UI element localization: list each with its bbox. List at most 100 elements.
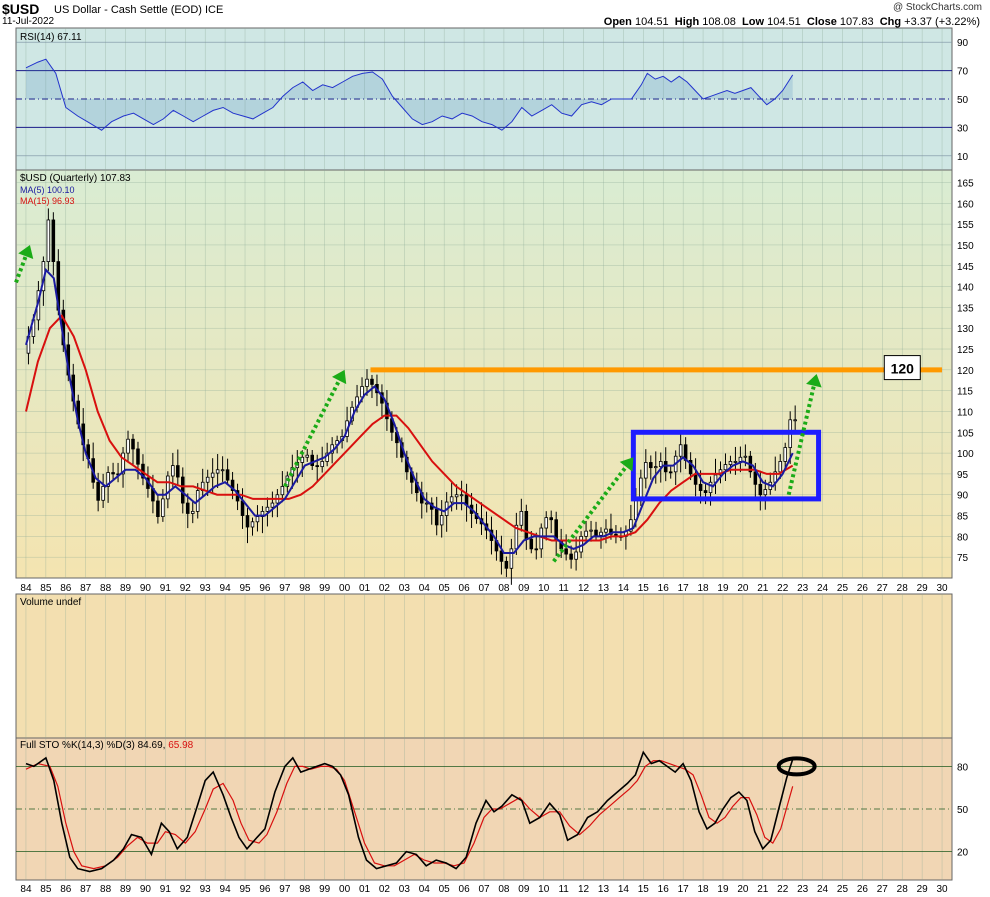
x-tick-label: 85 — [40, 884, 52, 895]
x-tick-label: 89 — [120, 583, 132, 594]
candle-body — [126, 438, 130, 454]
price-tick-label: 85 — [957, 512, 969, 523]
x-tick-label: 14 — [618, 884, 630, 895]
sto-d-value: 65.98 — [168, 740, 193, 751]
x-tick-label: 10 — [538, 583, 550, 594]
candle-body — [280, 486, 285, 496]
candle-body — [320, 461, 324, 468]
x-tick-label: 98 — [299, 884, 311, 895]
trend-arrowhead — [806, 374, 822, 388]
volume-legend: Volume undef — [20, 597, 81, 608]
candle-body — [783, 447, 787, 462]
candle-body — [658, 461, 663, 468]
candle-body — [579, 535, 583, 553]
candle-body — [738, 456, 743, 462]
x-tick-label: 96 — [259, 884, 271, 895]
x-tick-label: 24 — [817, 583, 829, 594]
x-tick-label: 93 — [200, 884, 212, 895]
price-tick-label: 95 — [957, 470, 969, 481]
x-tick-label: 15 — [638, 884, 650, 895]
high-label: High — [674, 16, 700, 28]
x-tick-label: 00 — [339, 884, 351, 895]
x-tick-label: 09 — [518, 884, 530, 895]
candle-body — [161, 498, 165, 517]
x-tick-label: 96 — [259, 583, 271, 594]
x-tick-label: 95 — [239, 884, 251, 895]
candle-body — [136, 448, 140, 465]
x-tick-label: 07 — [478, 884, 490, 895]
x-tick-label: 94 — [220, 884, 232, 895]
sto-k-line — [25, 750, 794, 873]
watermark: @ StockCharts.com — [892, 2, 982, 13]
candle-body — [509, 548, 514, 569]
x-tick-label: 19 — [717, 583, 729, 594]
price-tick-label: 125 — [957, 345, 974, 356]
x-tick-label: 20 — [737, 884, 749, 895]
symbol-description: US Dollar - Cash Settle (EOD) ICE — [54, 4, 224, 16]
x-tick-label: 94 — [220, 583, 232, 594]
x-tick-label: 09 — [518, 583, 530, 594]
candle-body — [519, 510, 524, 526]
close-label: Close — [806, 16, 837, 28]
trend-arrowhead — [619, 457, 634, 472]
candle-body — [131, 438, 135, 450]
candle-body — [439, 515, 444, 526]
candle-body — [753, 471, 758, 485]
low-value: 104.51 — [767, 16, 801, 28]
sto-tick-label: 50 — [957, 805, 969, 816]
candle-body — [166, 475, 170, 500]
sto-tick-label: 80 — [957, 762, 969, 773]
candle-body — [604, 528, 608, 533]
x-tick-label: 01 — [359, 583, 371, 594]
candle-body — [370, 378, 374, 385]
x-tick-label: 92 — [180, 884, 192, 895]
candle-body — [549, 517, 553, 521]
x-tick-label: 88 — [100, 583, 112, 594]
x-tick-label: 00 — [339, 583, 351, 594]
candle-body — [728, 461, 733, 465]
trend-arrowhead — [18, 244, 34, 259]
candle-body — [250, 521, 255, 528]
candle-body — [793, 419, 797, 422]
x-tick-label: 13 — [598, 884, 610, 895]
candle-body — [703, 490, 708, 494]
candle-body — [599, 531, 603, 536]
candle-body — [360, 386, 364, 398]
x-tick-label: 02 — [379, 583, 391, 594]
candle-body — [594, 529, 598, 536]
candle-body — [176, 465, 180, 478]
candle-body — [629, 519, 633, 532]
x-tick-label: 85 — [40, 583, 52, 594]
x-tick-label: 84 — [20, 583, 32, 594]
candle-body — [101, 486, 105, 501]
x-tick-label: 19 — [717, 884, 729, 895]
symbol: $USD — [2, 1, 40, 17]
candle-body — [758, 483, 763, 496]
candle-body — [310, 454, 315, 466]
price-tick-label: 135 — [957, 303, 974, 314]
price-tick-label: 110 — [957, 407, 973, 418]
open-value: 104.51 — [634, 16, 669, 28]
price-tick-label: 115 — [957, 387, 973, 398]
candle-body — [210, 472, 215, 478]
candle-body — [529, 538, 534, 550]
candle-body — [663, 461, 668, 473]
x-tick-label: 06 — [459, 583, 471, 594]
price-tick-label: 105 — [957, 428, 974, 439]
x-tick-label: 97 — [279, 884, 291, 895]
candle-body — [181, 476, 185, 504]
x-tick-label: 12 — [578, 583, 590, 594]
high-value: 108.08 — [702, 16, 736, 28]
candle-body — [106, 472, 110, 487]
candle-body — [698, 483, 703, 491]
low-label: Low — [742, 16, 765, 28]
consolidation-box — [630, 429, 822, 502]
candle-body — [639, 477, 643, 500]
trend-arrowhead — [332, 369, 347, 385]
ma15-legend: MA(15) 96.93 — [20, 196, 75, 206]
candle-body — [365, 378, 369, 387]
trend-arrow — [283, 379, 341, 488]
sto-legend: Full STO %K(14,3) %D(3) 84.69, 65.98 — [20, 740, 194, 751]
x-tick-label: 30 — [936, 583, 948, 594]
price-tick-label: 75 — [957, 553, 969, 564]
